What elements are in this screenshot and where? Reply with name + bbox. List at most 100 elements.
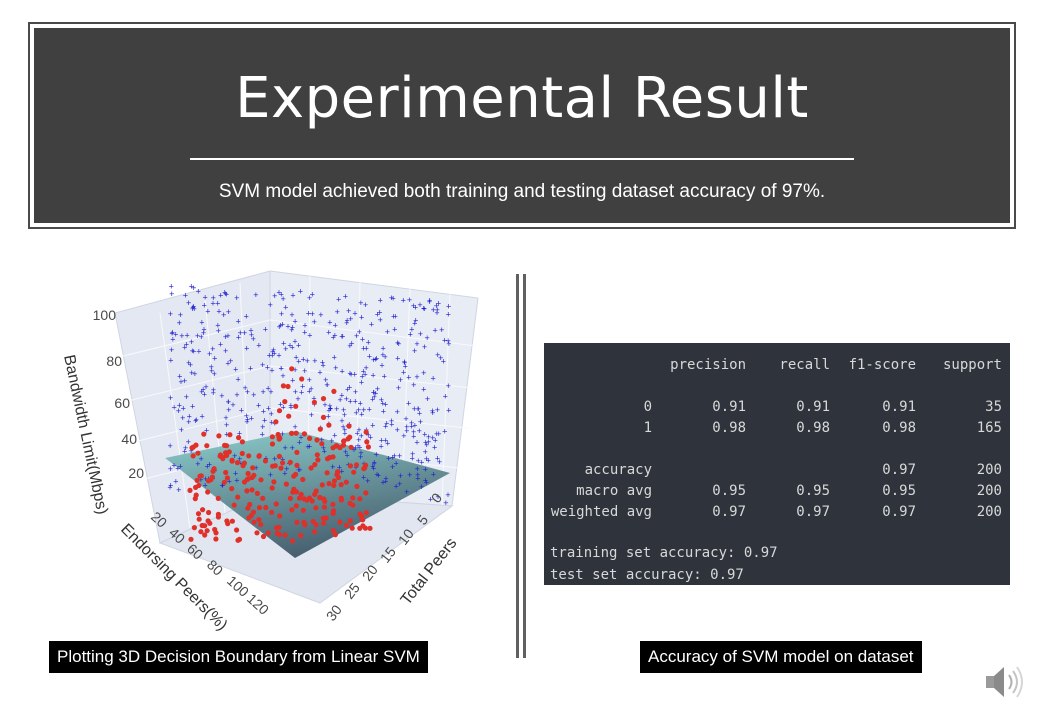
report-row-class-1: 1 0.98 0.98 0.98 165: [544, 420, 1010, 441]
class-1-point: +: [186, 417, 191, 427]
class-1-point: +: [417, 300, 422, 310]
class-1-point: +: [267, 351, 272, 361]
class-1-point: +: [302, 328, 307, 338]
speaker-icon[interactable]: [982, 660, 1026, 704]
class-1-point: +: [215, 320, 220, 330]
class-1-point: +: [245, 387, 250, 397]
class-1-point: +: [168, 464, 173, 474]
class-1-point: +: [320, 358, 325, 368]
class-0-point: [330, 528, 336, 534]
class-1-point: +: [358, 298, 363, 308]
class-1-point: +: [235, 375, 240, 385]
class-0-point: [363, 429, 369, 435]
class-1-point: +: [374, 449, 379, 459]
class-0-point: [205, 489, 211, 495]
class-1-point: +: [260, 429, 265, 439]
class-1-point: +: [359, 378, 364, 388]
header-support: support: [942, 357, 1002, 373]
slide-subtitle: SVM model achieved both training and tes…: [218, 181, 826, 202]
class-1-point: +: [178, 310, 183, 320]
class-1-point: +: [384, 419, 389, 429]
class-1-point: +: [292, 365, 297, 375]
class-1-point: +: [339, 332, 344, 342]
class-1-point: +: [431, 470, 436, 480]
class-0-point: [224, 475, 230, 481]
class-1-point: +: [184, 392, 189, 402]
class-0-point: [309, 498, 315, 504]
class-1-point: +: [393, 459, 398, 469]
class-0-point: [321, 520, 327, 526]
class-1-point: +: [202, 300, 207, 310]
class-1-point: +: [430, 374, 435, 384]
class-1-point: +: [290, 323, 295, 333]
class-1-point: +: [210, 344, 215, 354]
class-1-point: +: [178, 377, 183, 387]
class-0-point: [269, 434, 275, 440]
class-1-point: +: [340, 422, 345, 432]
class-1-point: +: [353, 387, 358, 397]
class-1-point: +: [233, 364, 238, 374]
class-1-point: +: [296, 465, 301, 475]
class-0-point: [258, 521, 264, 528]
x-tick: 30: [323, 602, 345, 624]
class-1-point: +: [237, 454, 242, 464]
class-1-point: +: [366, 430, 371, 440]
class-0-point: [246, 453, 252, 459]
class-1-point: +: [383, 421, 388, 431]
class-1-point: +: [424, 333, 429, 343]
grid-line: [269, 407, 469, 429]
class-1-point: +: [374, 354, 379, 364]
class-1-point: +: [424, 440, 429, 450]
class-1-point: +: [360, 371, 365, 381]
class-1-point: +: [298, 287, 303, 297]
class-1-point: +: [426, 432, 431, 442]
class-1-point: +: [211, 293, 216, 303]
class-1-point: +: [347, 369, 352, 379]
class-1-point: +: [260, 422, 265, 432]
class-1-point: +: [375, 384, 380, 394]
class-1-point: +: [216, 326, 221, 336]
class-1-point: +: [439, 325, 444, 335]
class-1-point: +: [289, 310, 294, 320]
class-1-point: +: [318, 310, 323, 320]
class-1-point: +: [435, 492, 440, 502]
class-1-point: +: [395, 407, 400, 417]
class-0-point: [240, 463, 246, 469]
class-1-point: +: [300, 381, 305, 391]
class-1-point: +: [348, 369, 353, 379]
class-0-point: [282, 532, 288, 538]
class-0-point: [336, 474, 342, 481]
class-1-point: +: [280, 455, 285, 465]
class-1-point: +: [332, 431, 337, 441]
class-1-point: +: [415, 474, 420, 484]
class-1-point: +: [393, 312, 398, 322]
class-0-point: [331, 388, 337, 394]
class-1-point: +: [290, 375, 295, 385]
class-0-point: [338, 482, 344, 488]
class-0-point: [223, 469, 229, 476]
class-1-point: +: [211, 388, 216, 398]
class-0-point: [350, 495, 356, 501]
grid-line: [114, 319, 271, 359]
report-row-weighted-avg: weighted avg 0.97 0.97 0.97 200: [544, 504, 1010, 525]
class-1-point: +: [280, 429, 285, 439]
class-1-point: +: [359, 431, 364, 441]
class-1-point: +: [373, 389, 378, 399]
class-1-point: +: [437, 457, 442, 467]
class-1-point: +: [411, 427, 416, 437]
classification-report: precision recall f1-score support 0 0.91…: [544, 343, 1010, 585]
class-0-point: [263, 504, 269, 511]
class-0-point: [320, 396, 327, 402]
row-precision: 0.95: [712, 483, 746, 499]
class-1-point: +: [390, 293, 395, 303]
class-1-point: +: [445, 490, 450, 500]
class-1-point: +: [326, 328, 331, 338]
class-1-point: +: [280, 294, 285, 304]
class-1-point: +: [199, 332, 204, 342]
header-f1-score: f1-score: [848, 357, 916, 373]
class-1-point: +: [333, 321, 338, 331]
class-0-point: [323, 515, 329, 521]
class-1-point: +: [413, 303, 418, 313]
class-0-point: [282, 399, 288, 405]
class-1-point: +: [307, 441, 312, 451]
